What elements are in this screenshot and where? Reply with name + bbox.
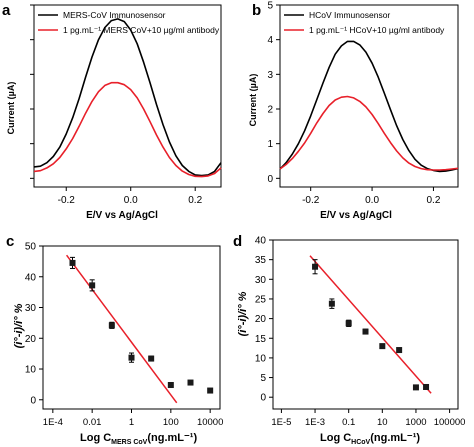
panel-b-legend-label-1: HCoV Immunosensor: [309, 10, 390, 20]
panel-b-xlabel: E/V vs Ag/AgCl: [320, 210, 392, 221]
panel-d-ytick-label: 20: [255, 314, 267, 325]
panel-d-ytick-label: 0: [260, 393, 266, 404]
panel-d-xtick-label: 1E-5: [271, 417, 291, 428]
panel-b-xtick-label: 0.2: [426, 195, 440, 206]
panel-c-ytick-label: 30: [25, 303, 37, 314]
panel-b-xtick-label: 0.0: [365, 195, 379, 206]
panel-c-xtick-label: 1E-4: [43, 417, 63, 428]
panel-c-xlabel: Log CMERS CoV(ng.mL⁻¹): [80, 432, 197, 446]
panel-d-ytick-label: 5: [260, 373, 266, 384]
panel-b-ytick-label: 4: [267, 35, 273, 46]
panel-c-data-point: [69, 259, 76, 266]
panel-d-xtick-label: 100000: [434, 417, 466, 428]
panel-letter-c: c: [6, 233, 14, 250]
panel-c-xtick-label: 1: [129, 417, 134, 428]
panel-d-data-point: [328, 300, 335, 307]
panel-c-ytick-label: 10: [25, 365, 37, 376]
panel-c-ytick-label: 40: [25, 272, 37, 283]
panel-d-xlabel-sub: HCoV: [351, 439, 370, 446]
panel-c-ytick-label: 20: [25, 334, 37, 345]
panel-c-data-point: [108, 322, 115, 329]
panel-c-xtick-label: 100: [163, 417, 179, 428]
panel-a-legend-label-1: MERS-CoV Immunosensor: [63, 10, 166, 20]
panel-c-fit-line: [65, 254, 178, 404]
panel-d-ylabel: (i°-i)/i° %: [237, 291, 249, 336]
panel-c-xlabel-sub: MERS CoV: [111, 439, 148, 446]
panel-b-ytick-label: 3: [267, 70, 273, 81]
panel-b-series-2-line: [279, 95, 459, 171]
panel-d-data-point: [412, 384, 419, 391]
panel-c-xlabel-unit: (ng.mL⁻¹): [147, 432, 197, 444]
panel-b-axes-frame: [279, 4, 459, 188]
panel-a: a E/V vs Ag/AgCl Current (µA) -0.2 0.0 0.2…: [2, 2, 222, 221]
panel-a-xtick-label: -0.2: [58, 195, 76, 206]
panel-c-data-point: [167, 382, 174, 389]
panel-d-xtick-label: 0.1: [342, 417, 355, 428]
panel-b-ytick-label: 2: [267, 105, 273, 116]
panel-a-axes-frame: [33, 4, 222, 188]
panel-c-xtick-label: 10000: [197, 417, 223, 428]
panel-d-data-point: [423, 383, 430, 390]
panel-c-data-point: [207, 387, 214, 394]
panel-d: d Log CHCoV(ng.mL⁻¹) (i°-i)/i° % 0 5 10 15 2…: [233, 233, 465, 446]
panel-d-xlabel-main: Log C: [320, 432, 351, 444]
panel-d-xtick-label: 1000: [405, 417, 426, 428]
panel-d-ytick-label: 25: [255, 294, 267, 305]
panel-d-fit-line: [309, 255, 432, 394]
panel-c-xtick-label: 0.01: [83, 417, 102, 428]
panel-a-xlabel: E/V vs Ag/AgCl: [86, 210, 158, 221]
panel-b: b E/V vs Ag/AgCl Current (µA) 0 1 2 3 4 5 -0.2…: [248, 1, 459, 221]
panel-letter-a: a: [2, 2, 11, 19]
panel-d-xtick-label: 1E-3: [305, 417, 325, 428]
panel-letter-d: d: [233, 233, 242, 250]
panel-d-data-point: [379, 343, 386, 350]
panel-letter-b: b: [252, 2, 261, 19]
panel-a-ylabel: Current (µA): [6, 82, 16, 135]
panel-a-xtick-label: 0.2: [188, 195, 202, 206]
panel-a-xtick-label: 0.0: [124, 195, 138, 206]
panel-d-ytick-label: 35: [255, 255, 267, 266]
panel-c-ytick-label: 0: [30, 395, 36, 406]
panel-c-data-point: [89, 282, 96, 289]
panel-d-xlabel: Log CHCoV(ng.mL⁻¹): [320, 432, 420, 446]
panel-a-series-1-line: [33, 18, 222, 177]
panel-b-series-1-line: [279, 40, 459, 173]
panel-a-series-2-line: [33, 81, 222, 178]
panel-d-data-point: [312, 263, 319, 270]
panel-b-xtick-label: -0.2: [302, 195, 320, 206]
panel-d-ytick-label: 15: [255, 334, 267, 345]
panel-c-ytick-label: 50: [25, 242, 37, 253]
panel-d-ytick-label: 40: [255, 236, 267, 247]
panel-d-ytick-label: 30: [255, 275, 267, 286]
panel-d-data-point: [396, 347, 403, 354]
panel-d-xtick-label: 10: [377, 417, 388, 428]
panel-b-ytick-label: 5: [267, 1, 273, 12]
panel-b-legend-label-2: 1 pg.mL⁻¹ HCoV+10 µg/ml antibody: [309, 25, 445, 35]
panel-c-xlabel-main: Log C: [80, 432, 111, 444]
panel-d-data-point: [345, 320, 352, 327]
panel-d-xlabel-unit: (ng.mL⁻¹): [370, 432, 420, 444]
panel-a-legend-label-2: 1 pg.mL⁻¹ MERS CoV+10 µg/ml antibody: [63, 25, 220, 35]
panel-b-ytick-label: 1: [267, 139, 273, 150]
panel-b-ytick-label: 0: [267, 174, 273, 185]
panel-c-data-point: [128, 354, 135, 361]
panel-d-data-point: [362, 328, 369, 335]
panel-c-data-point: [148, 355, 155, 362]
panel-d-ytick-label: 10: [255, 353, 267, 364]
panel-c-ylabel: (i°-i)/i° %: [13, 303, 25, 348]
panel-c: c Log CMERS CoV(ng.mL⁻¹) (i°-i)/i° % 010…: [6, 233, 223, 446]
panel-c-data-point: [187, 379, 194, 386]
panel-b-ylabel: Current (µA): [248, 74, 258, 127]
panel-d-axes-frame: [272, 239, 459, 410]
